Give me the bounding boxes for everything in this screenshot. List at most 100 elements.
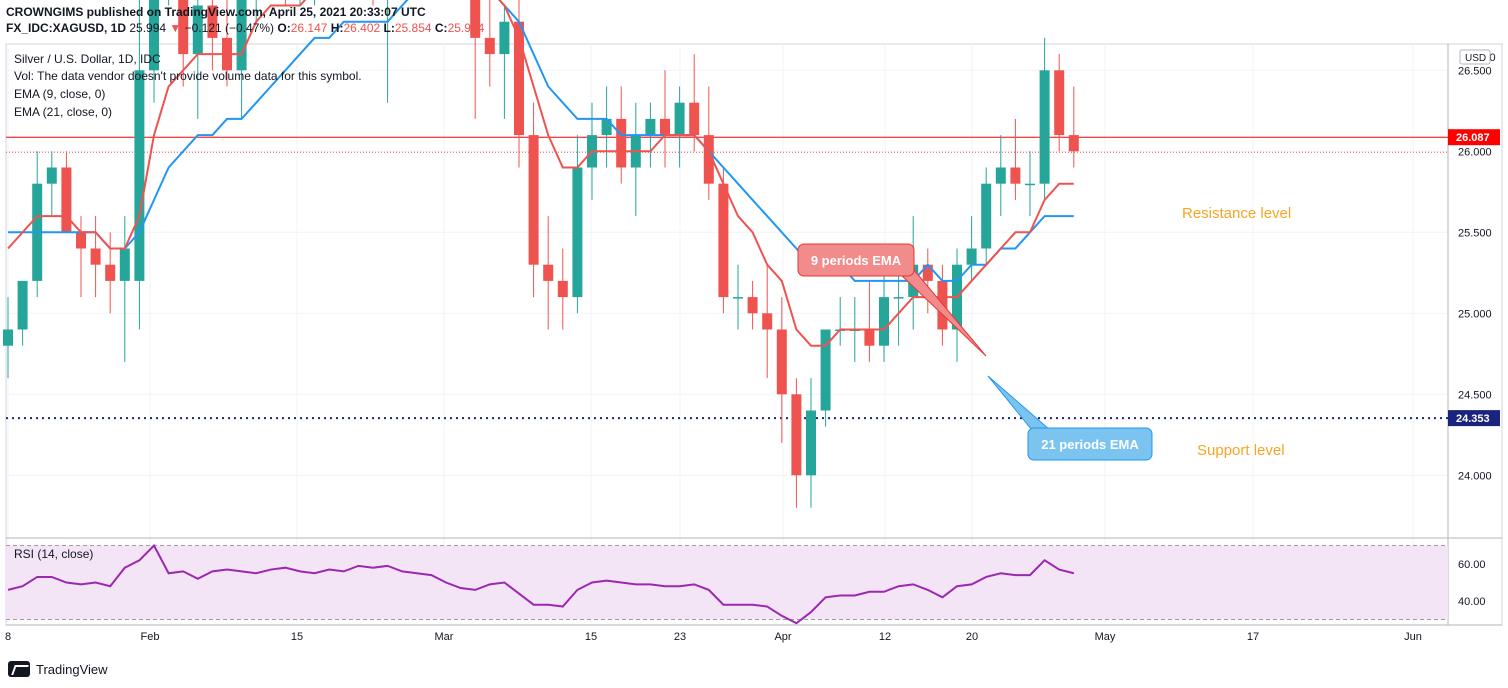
low-label: L: [383,21,395,35]
close-value: 25.994 [447,21,485,35]
price-tick-label: 24.500 [1458,389,1492,401]
time-tick-label: 15 [291,631,303,643]
price-change: −0.121 (−0.47%) [184,21,275,35]
ema21-callout-label: 21 periods EMA [1041,437,1139,452]
high-label: H: [330,21,344,35]
level-price-label: 24.353 [1456,413,1490,425]
ema9-callout-label: 9 periods EMA [811,253,902,268]
resistance-label: Resistance level [1182,205,1291,222]
close-label: C: [434,21,448,35]
candle-body[interactable] [747,297,758,314]
candle-body[interactable] [76,232,86,249]
candle-body[interactable] [46,167,57,184]
ema21-line [8,0,1074,282]
time-tick-label: 17 [1247,631,1259,643]
candle-body[interactable] [236,0,247,71]
candle-body[interactable] [616,118,627,168]
candle-body[interactable] [718,183,729,298]
level-price-tag [1448,410,1500,427]
candle-body[interactable] [1068,135,1079,152]
candle-body[interactable] [995,167,1006,184]
candle-body[interactable] [499,21,510,55]
candle-body[interactable] [528,135,539,265]
candle-body[interactable] [543,264,554,281]
level-price-tag [1448,129,1500,146]
currency-label: USD [1465,53,1486,64]
candle-body[interactable] [134,70,145,281]
rsi-line [7,543,1075,625]
symbol-label: FX_IDC:XAGUSD, 1D [6,21,127,35]
candle-body[interactable] [572,167,583,298]
down-arrow-icon: ▼ [169,21,182,35]
candle-body[interactable] [484,37,495,55]
price-tick-label: 25.500 [1458,227,1492,239]
candle-body[interactable] [1025,183,1035,186]
candle-body[interactable] [733,297,743,299]
candle-body[interactable] [105,264,116,281]
currency-box[interactable] [1459,49,1491,65]
price-tick-label: 25.000 [1458,308,1492,320]
candle-body[interactable] [119,248,130,281]
candle-body[interactable] [776,329,787,395]
candle-body[interactable] [864,329,875,346]
candle-body[interactable] [806,410,816,476]
support-label: Support level [1197,442,1285,459]
candle-body[interactable] [17,280,28,330]
candle-body[interactable] [791,394,802,476]
candle-body[interactable] [893,297,904,299]
candle-body[interactable] [1010,167,1021,184]
tradingview-logo: TradingView [8,661,108,677]
candle-body[interactable] [90,248,101,265]
ema9-callout [797,243,915,277]
candle-body[interactable] [660,118,670,136]
time-tick-label: 12 [879,631,891,643]
low-value: 25.854 [394,21,432,35]
open-value: 26.147 [290,21,328,35]
candle-body[interactable] [557,280,568,298]
rsi-tick-label: 60.00 [1458,559,1486,571]
candle-body[interactable] [61,167,72,233]
legend-title: Silver / U.S. Dollar, 1D, IDC [14,52,161,66]
candle-body[interactable] [966,248,977,265]
legend-ema21: EMA (21, close, 0) [14,105,112,119]
candle-body[interactable] [762,313,773,330]
publish-header: CROWNGIMS published on TradingView.com, … [6,4,484,36]
candle-body[interactable] [1039,70,1050,184]
candle-body[interactable] [470,0,481,38]
rsi-legend: RSI (14, close) [14,547,93,561]
time-tick-label: 8 [5,631,11,643]
candle-body[interactable] [149,0,159,71]
candle-body[interactable] [178,0,189,55]
candle-body[interactable] [645,118,656,136]
candle-body[interactable] [674,102,685,136]
time-tick-label: Mar [435,631,454,643]
price-tick-label: 24.000 [1458,470,1492,482]
candle-body[interactable] [879,297,889,346]
time-tick-label: Apr [774,631,791,643]
ema21-callout [1027,427,1153,461]
candle-body[interactable] [192,5,203,55]
candle-body[interactable] [689,102,700,136]
tradingview-logo-icon [8,661,30,677]
open-label: O: [277,21,291,35]
candle-body[interactable] [3,329,13,346]
candle-body[interactable] [703,135,714,184]
tradingview-logo-text: TradingView [36,661,108,677]
price-tick-label: 26.500 [1458,65,1492,77]
rsi-tick-label: 40.00 [1458,596,1486,608]
time-tick-label: 20 [966,631,978,643]
candle-body[interactable] [601,118,612,136]
time-tick-label: 23 [674,631,686,643]
time-tick-label: Jun [1404,631,1422,643]
legend-ema9: EMA (9, close, 0) [14,87,105,101]
last-price: 25.994 [129,21,167,35]
candle-body[interactable] [514,21,524,136]
candle-body[interactable] [981,183,992,249]
candle-body[interactable] [1054,70,1065,136]
legend-volume: Vol: The data vendor doesn't provide vol… [14,69,362,83]
candle-body[interactable] [207,5,218,38]
candle-body[interactable] [820,329,831,411]
time-tick-label: 15 [585,631,597,643]
candle-body[interactable] [922,264,933,281]
